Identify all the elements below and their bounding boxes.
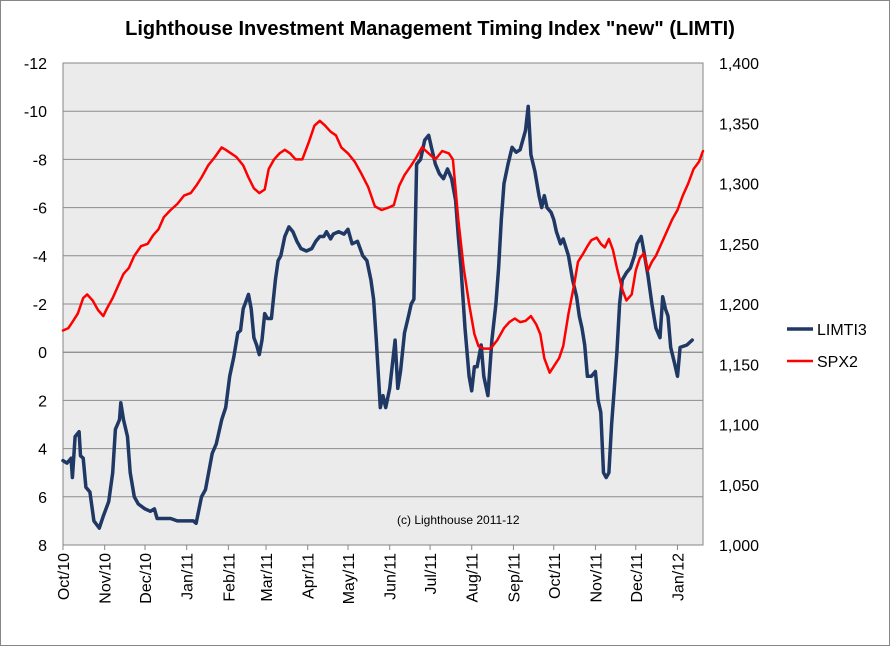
right-axis-tick-label: 1,350 <box>719 116 759 133</box>
left-axis-tick-label: 2 <box>38 393 47 410</box>
right-axis-tick-label: 1,050 <box>719 478 759 495</box>
x-axis-tick-label: Oct/10 <box>56 553 73 600</box>
x-axis-tick-label: Mar/11 <box>259 553 276 602</box>
x-axis-tick-label: Oct/11 <box>547 553 564 599</box>
legend-label-limti3: LIMTI3 <box>817 322 867 339</box>
left-axis-tick-label: -12 <box>24 56 47 73</box>
series-line-limti3 <box>61 104 694 530</box>
chart-title: Lighthouse Investment Management Timing … <box>125 18 735 40</box>
right-axis-tick-label: 1,150 <box>719 357 759 374</box>
left-axis-tick-label: 0 <box>38 345 47 362</box>
left-axis-tick-label: -8 <box>33 152 47 169</box>
left-axis-tick-label: -6 <box>33 201 47 218</box>
right-axis-tick-label: 1,100 <box>719 418 759 435</box>
plot-area: -12 -10 -8 -6 -4 -2 0 2 4 6 8 1,000 1,050 1,100 1,150 1… <box>24 56 759 604</box>
plot-frame <box>62 62 704 546</box>
left-axis-tick-label: 4 <box>38 442 47 459</box>
left-axis-tick-label: -10 <box>24 104 47 121</box>
right-axis-tick-label: 1,400 <box>719 56 759 73</box>
series-line-spx2 <box>61 119 705 374</box>
x-axis-tick-label: Jan/11 <box>180 553 197 600</box>
copyright-annotation: (c) Lighthouse 2011-12 <box>397 513 520 527</box>
left-axis-tick-label: -2 <box>33 297 47 314</box>
x-axis-tick-label: Feb/11 <box>221 553 238 602</box>
x-axis-tick-label: Dec/10 <box>138 553 155 604</box>
left-axis-tick-label: -4 <box>33 249 47 266</box>
x-axis-tick-label: Aug/11 <box>465 553 482 603</box>
x-axis-tick-label: Dec/11 <box>629 553 646 603</box>
right-axis-tick-label: 1,200 <box>719 297 759 314</box>
x-axis-tick-label: Sep/11 <box>506 553 523 603</box>
legend: LIMTI3 SPX2 <box>787 322 867 371</box>
x-axis-tick-label: Nov/11 <box>588 553 605 603</box>
x-axis-tick-label: Apr/11 <box>301 553 318 599</box>
legend-label-spx2: SPX2 <box>817 354 858 371</box>
right-axis-tick-label: 1,000 <box>719 538 759 555</box>
left-axis-tick-label: 6 <box>38 490 47 507</box>
x-axis-tick-label: Jun/11 <box>383 553 400 600</box>
x-axis-tick-label: Nov/10 <box>98 553 115 604</box>
right-axis-tick-label: 1,300 <box>719 177 759 194</box>
x-axis-tick-label: Jan/12 <box>670 553 687 601</box>
x-axis-tick-label: May/11 <box>341 553 358 604</box>
right-axis-tick-label: 1,250 <box>719 237 759 254</box>
x-axis-tick-label: Jul/11 <box>423 553 440 595</box>
left-axis-tick-label: 8 <box>38 538 47 555</box>
